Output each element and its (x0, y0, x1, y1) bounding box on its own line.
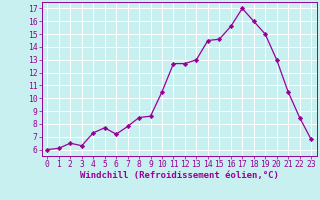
X-axis label: Windchill (Refroidissement éolien,°C): Windchill (Refroidissement éolien,°C) (80, 171, 279, 180)
